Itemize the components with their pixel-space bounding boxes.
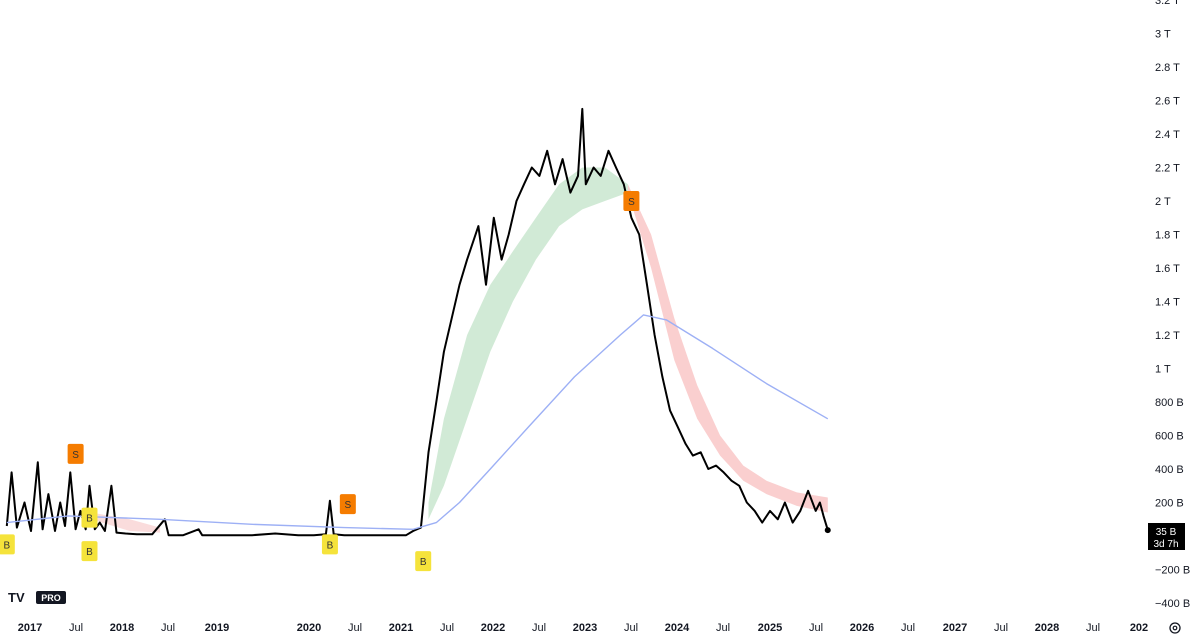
- signal-box: [81, 507, 98, 528]
- signal-bands: [91, 167, 828, 533]
- band-1: [627, 184, 828, 513]
- x-tick-label: 202: [1130, 622, 1148, 634]
- signal-marker-sell: S: [623, 191, 640, 211]
- gear-icon[interactable]: [1169, 622, 1181, 634]
- x-tick-label: 2021: [389, 622, 413, 634]
- x-tick-label: Jul: [1086, 622, 1100, 634]
- signal-box: [81, 541, 98, 562]
- signal-label: B: [3, 540, 10, 551]
- y-tick-label: 600 B: [1155, 431, 1184, 443]
- x-tick-label: Jul: [716, 622, 730, 634]
- series-line-0: [5, 107, 829, 537]
- signal-box: [0, 534, 15, 555]
- pro-badge-box: [36, 591, 66, 604]
- y-tick-label: 1.6 T: [1155, 263, 1180, 275]
- last-value-label: 35 B: [1156, 527, 1177, 538]
- pro-badge: PRO: [41, 593, 61, 603]
- x-tick-label: Jul: [69, 622, 83, 634]
- signal-markers: B B B S B S B S: [0, 191, 640, 572]
- y-tick-label: 1.4 T: [1155, 297, 1180, 309]
- x-tick-label: 2028: [1035, 622, 1059, 634]
- signal-marker-buy: B: [415, 551, 432, 572]
- signal-box: [339, 494, 356, 515]
- signal-box: [321, 534, 338, 555]
- countdown-label: 3d 7h: [1153, 539, 1178, 550]
- y-tick-label: 1.8 T: [1155, 230, 1180, 242]
- x-tick-label: Jul: [624, 622, 638, 634]
- last-point: [824, 527, 831, 534]
- tradingview-logo: TV PRO: [8, 590, 66, 605]
- band-2: [91, 512, 161, 533]
- x-tick-label: 2026: [850, 622, 874, 634]
- y-tick-label: 1 T: [1155, 364, 1171, 376]
- y-tick-label: 1.2 T: [1155, 330, 1180, 342]
- x-tick-label: Jul: [532, 622, 546, 634]
- y-tick-label: 800 B: [1155, 397, 1184, 409]
- y-tick-label: −400 B: [1155, 598, 1190, 610]
- y-tick-label: 2.2 T: [1155, 163, 1180, 175]
- x-tick-label: 2025: [758, 622, 782, 634]
- x-tick-label: Jul: [440, 622, 454, 634]
- x-tick-label: 2020: [297, 622, 321, 634]
- x-tick-label: Jul: [994, 622, 1008, 634]
- y-axis: −400 B −200 B 200 B 400 B 600 B 800 B 1 T 1.2 T…: [1155, 0, 1190, 610]
- signal-box: [67, 443, 84, 464]
- y-tick-label: 3 T: [1155, 29, 1171, 41]
- signal-label: B: [86, 547, 93, 558]
- signal-marker-buy: B: [321, 534, 338, 555]
- series-lines: [5, 107, 831, 537]
- y-tick-label: −200 B: [1155, 565, 1190, 577]
- x-tick-label: Jul: [809, 622, 823, 634]
- signal-marker-buy: B: [81, 507, 98, 528]
- x-tick-label: 2017: [18, 622, 42, 634]
- signal-marker-buy: B: [0, 534, 15, 555]
- signal-box: [415, 551, 432, 572]
- x-tick-label: 2024: [665, 622, 690, 634]
- y-tick-label: 2.8 T: [1155, 62, 1180, 74]
- logo-mark: TV: [8, 590, 25, 605]
- signal-marker-buy: B: [81, 541, 98, 562]
- x-tick-label: 2023: [573, 622, 597, 634]
- x-tick-label: 2022: [481, 622, 505, 634]
- y-tick-label: 2.6 T: [1155, 96, 1180, 108]
- series-line-1: [6, 314, 829, 530]
- y-tick-label: 2 T: [1155, 196, 1171, 208]
- signal-label: S: [72, 450, 79, 461]
- signal-box: [623, 191, 640, 211]
- last-value-tag: 35 B 3d 7h: [1148, 523, 1185, 550]
- x-tick-label: Jul: [901, 622, 915, 634]
- y-tick-label: 200 B: [1155, 498, 1184, 510]
- y-tick-label: 400 B: [1155, 464, 1184, 476]
- y-tick-label: 3.2 T: [1155, 0, 1180, 7]
- signal-label: B: [420, 557, 427, 568]
- signal-label: B: [327, 540, 334, 551]
- x-tick-label: Jul: [161, 622, 175, 634]
- x-axis: 2017 Jul 2018 Jul 2019 2020 Jul 2021 Jul 2022 Jul 2…: [18, 622, 1148, 634]
- signal-marker-sell: S: [339, 494, 356, 515]
- x-tick-label: 2019: [205, 622, 229, 634]
- band-0: [428, 167, 628, 520]
- y-tick-label: 2.4 T: [1155, 129, 1180, 141]
- signal-label: S: [628, 197, 635, 208]
- x-tick-label: 2018: [110, 622, 134, 634]
- x-tick-label: 2027: [943, 622, 967, 634]
- signal-marker-sell: S: [67, 443, 84, 464]
- signal-label: S: [345, 500, 352, 511]
- signal-label: B: [86, 514, 93, 525]
- x-tick-label: Jul: [348, 622, 362, 634]
